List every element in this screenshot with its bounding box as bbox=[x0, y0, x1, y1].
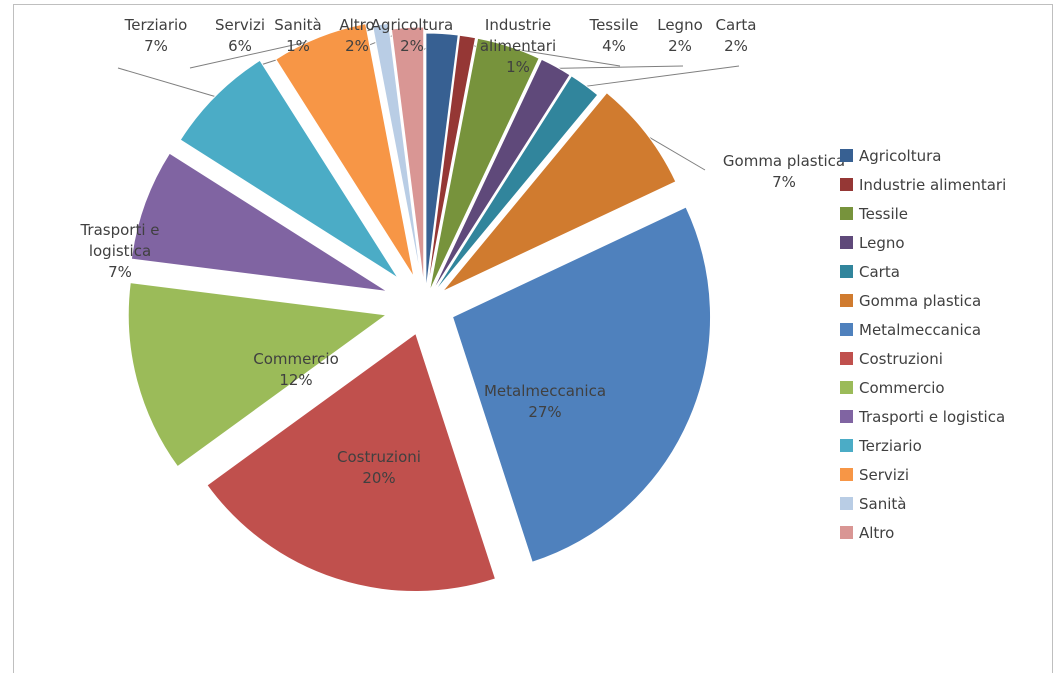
legend-swatch bbox=[840, 265, 853, 278]
pie-slice-servizi bbox=[275, 23, 415, 278]
legend-label: Agricoltura bbox=[859, 147, 941, 165]
legend-item: Terziario bbox=[840, 437, 922, 455]
legend-item: Altro bbox=[840, 524, 894, 542]
legend-swatch bbox=[840, 149, 853, 162]
legend-label: Servizi bbox=[859, 466, 909, 484]
pie-slice-altro bbox=[390, 26, 425, 286]
legend-swatch bbox=[840, 381, 853, 394]
legend-item: Industrie alimentari bbox=[840, 176, 1006, 194]
pie-slice-trasporti-e-logistica bbox=[130, 152, 388, 292]
legend-label: Metalmeccanica bbox=[859, 321, 981, 339]
data-labels: Agricoltura 2% Industrie alimentari 1% Tessil… bbox=[79, 16, 845, 487]
legend-swatch bbox=[840, 439, 853, 452]
legend-swatch bbox=[840, 207, 853, 220]
legend-item: Carta bbox=[840, 263, 900, 281]
pie-slice-costruzioni bbox=[206, 332, 497, 593]
pie-slice-legno bbox=[431, 58, 571, 293]
legend-label: Trasporti e logistica bbox=[858, 408, 1005, 426]
pie-slice-metalmeccanica bbox=[451, 206, 711, 563]
legend-label: Terziario bbox=[858, 437, 922, 455]
legend-swatch bbox=[840, 410, 853, 423]
legend-swatch bbox=[840, 526, 853, 539]
legend-item: Costruzioni bbox=[840, 350, 943, 368]
data-label-sanit-: Sanità 1% bbox=[274, 16, 321, 55]
legend-label: Sanità bbox=[859, 495, 906, 513]
legend-swatch bbox=[840, 236, 853, 249]
legend-item: Commercio bbox=[840, 379, 945, 397]
legend-label: Industrie alimentari bbox=[859, 176, 1006, 194]
leader-line bbox=[189, 38, 320, 69]
legend-label: Tessile bbox=[858, 205, 908, 223]
legend-item: Servizi bbox=[840, 466, 909, 484]
data-label-agricoltura: Agricoltura 2% bbox=[371, 16, 453, 55]
legend-item: Trasporti e logistica bbox=[840, 408, 1005, 426]
data-label-costruzioni: Costruzioni 20% bbox=[337, 448, 421, 487]
data-label-terziario: Terziario 7% bbox=[124, 16, 188, 55]
legend-swatch bbox=[840, 178, 853, 191]
data-label-gomma-plastica: Gomma plastica 7% bbox=[723, 152, 845, 191]
legend-label: Altro bbox=[859, 524, 894, 542]
pie-slice-commercio bbox=[127, 282, 388, 468]
legend-item: Sanità bbox=[840, 495, 906, 513]
data-label-servizi: Servizi 6% bbox=[215, 16, 265, 55]
legend-label: Costruzioni bbox=[859, 350, 943, 368]
data-label-industrie-alimentari: Industrie alimentari 1% bbox=[480, 16, 556, 76]
pie-slice-terziario bbox=[179, 59, 399, 279]
leader-line bbox=[644, 134, 706, 171]
data-label-altro: Altro 2% bbox=[339, 16, 374, 55]
legend: Agricoltura Industrie alimentari Tessile Le… bbox=[840, 147, 1006, 542]
pie-slices bbox=[127, 22, 711, 593]
legend-item: Agricoltura bbox=[840, 147, 941, 165]
pie-slice-carta bbox=[432, 75, 599, 294]
legend-item: Metalmeccanica bbox=[840, 321, 981, 339]
legend-swatch bbox=[840, 497, 853, 510]
pie-slice-industrie-alimentari bbox=[426, 34, 477, 292]
leader-line bbox=[555, 65, 684, 69]
legend-label: Gomma plastica bbox=[859, 292, 981, 310]
data-label-carta: Carta 2% bbox=[716, 16, 757, 55]
pie-slice-gomma-plastica bbox=[441, 92, 677, 292]
pie-slice-agricoltura bbox=[425, 32, 459, 292]
legend-swatch bbox=[840, 352, 853, 365]
data-label-metalmeccanica: Metalmeccanica 27% bbox=[484, 382, 606, 421]
leader-line bbox=[117, 67, 218, 98]
data-label-tessile: Tessile 4% bbox=[588, 16, 638, 55]
leader-line bbox=[508, 47, 621, 67]
data-label-legno: Legno 2% bbox=[657, 16, 703, 55]
pie-slice-tessile bbox=[428, 37, 540, 292]
legend-swatch bbox=[840, 323, 853, 336]
legend-item: Gomma plastica bbox=[840, 292, 981, 310]
data-label-commercio: Commercio 12% bbox=[253, 350, 339, 389]
chart-frame bbox=[13, 4, 1053, 673]
pie-slice-sanit- bbox=[372, 22, 422, 280]
data-label-trasporti-e-logistica: Trasporti e logistica 7% bbox=[79, 221, 159, 281]
legend-label: Commercio bbox=[859, 379, 945, 397]
legend-item: Legno bbox=[840, 234, 905, 252]
legend-label: Legno bbox=[859, 234, 905, 252]
legend-swatch bbox=[840, 468, 853, 481]
legend-item: Tessile bbox=[840, 205, 908, 223]
legend-label: Carta bbox=[859, 263, 900, 281]
leader-line bbox=[583, 65, 740, 88]
legend-swatch bbox=[840, 294, 853, 307]
